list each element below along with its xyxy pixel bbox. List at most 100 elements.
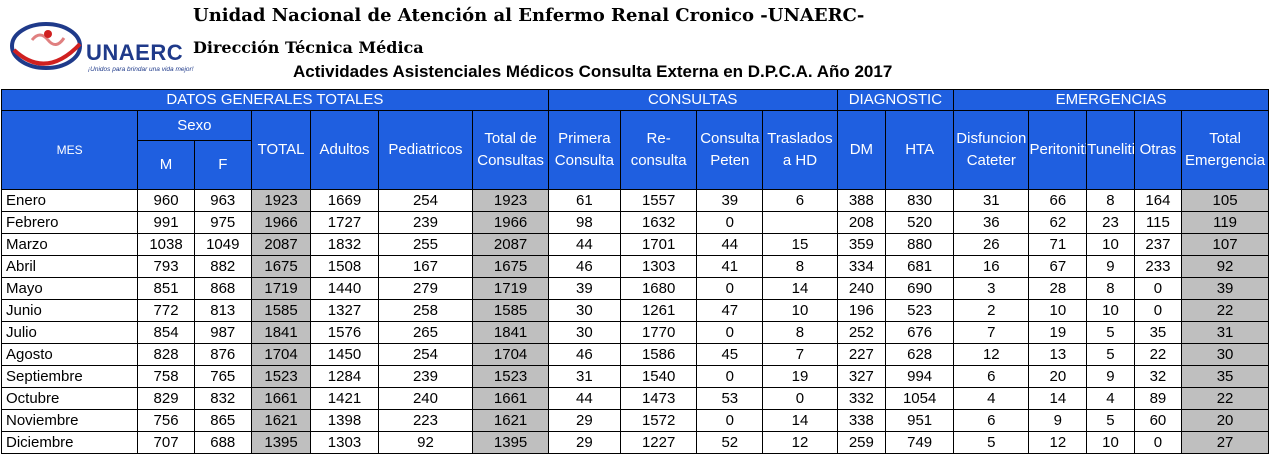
cell-pediatricos: 255 — [377, 233, 474, 256]
cell-adultos: 1284 — [310, 365, 379, 388]
cell-dm: 196 — [836, 299, 887, 322]
cell-pediatricos: 239 — [377, 211, 474, 234]
cell-f: 813 — [193, 299, 252, 322]
cell-peritonitis: 13 — [1028, 343, 1088, 366]
col-header-mes: MES — [0, 110, 139, 190]
cell-adultos: 1421 — [310, 387, 379, 410]
cell-mes: Junio — [0, 299, 139, 322]
cell-f: 688 — [193, 431, 252, 454]
cell-mes: Septiembre — [0, 365, 139, 388]
cell-dm: 388 — [836, 189, 887, 212]
cell-traslados: 8 — [762, 321, 838, 344]
cell-peten: 52 — [696, 431, 764, 454]
cell-tunelitis: 5 — [1086, 343, 1135, 366]
cell-peritonitis: 62 — [1028, 211, 1088, 234]
cell-reconsulta: 1540 — [619, 365, 698, 388]
cell-f: 868 — [193, 277, 252, 300]
cell-tunelitis: 5 — [1086, 409, 1135, 432]
cell-traslados: 12 — [762, 431, 838, 454]
cell-mes: Julio — [0, 321, 139, 344]
cell-tunelitis: 4 — [1086, 387, 1135, 410]
cell-traslados — [762, 211, 838, 234]
group-header-row: DATOS GENERALES TOTALES CONSULTAS DIAGNO… — [1, 89, 1269, 111]
cell-total: 1966 — [250, 211, 312, 234]
cell-peritonitis: 71 — [1028, 233, 1088, 256]
col-header-primera-consulta: Primera Consulta — [547, 110, 621, 190]
cell-total-consultas: 1966 — [472, 211, 549, 234]
cell-total-consultas: 1523 — [472, 365, 549, 388]
cell-total: 1585 — [250, 299, 312, 322]
cell-peten: 53 — [696, 387, 764, 410]
cell-dm: 338 — [836, 409, 887, 432]
cell-pediatricos: 223 — [377, 409, 474, 432]
cell-dm: 208 — [836, 211, 887, 234]
cell-primera: 46 — [547, 255, 621, 278]
cell-traslados: 0 — [762, 387, 838, 410]
cell-mes: Mayo — [0, 277, 139, 300]
cell-peten: 44 — [696, 233, 764, 256]
cell-pediatricos: 240 — [377, 387, 474, 410]
cell-total-emergencia: 30 — [1181, 343, 1269, 366]
table-body: Enero 960 963 1923 1669 254 1923 61 1557 39 6 388 83… — [0, 189, 1269, 454]
cell-otras: 164 — [1133, 189, 1183, 212]
cell-total-emergencia: 20 — [1181, 409, 1269, 432]
cell-total: 1395 — [250, 431, 312, 454]
cell-adultos: 1398 — [310, 409, 379, 432]
cell-total-consultas: 1841 — [472, 321, 549, 344]
cell-reconsulta: 1303 — [619, 255, 698, 278]
table-row: Julio 854 987 1841 1576 265 1841 30 1770 0 8 252 676… — [0, 321, 1269, 344]
cell-otras: 35 — [1133, 321, 1183, 344]
cell-adultos: 1576 — [310, 321, 379, 344]
cell-total: 1675 — [250, 255, 312, 278]
cell-otras: 233 — [1133, 255, 1183, 278]
col-header-pediatricos: Pediatricos — [377, 110, 474, 190]
cell-hta: 676 — [885, 321, 955, 344]
cell-m: 991 — [137, 211, 195, 234]
cell-total: 1841 — [250, 321, 312, 344]
group-consultas: CONSULTAS — [547, 89, 838, 111]
column-header-row: MES Sexo TOTAL Adultos Pediatricos Total… — [0, 110, 1269, 190]
cell-primera: 29 — [547, 409, 621, 432]
cell-total-emergencia: 105 — [1181, 189, 1269, 212]
logo-tagline: ¡Unidos para brindar una vida mejor! — [88, 66, 194, 73]
cell-peten: 47 — [696, 299, 764, 322]
cell-tunelitis: 8 — [1086, 277, 1135, 300]
cell-pediatricos: 279 — [377, 277, 474, 300]
cell-dm: 252 — [836, 321, 887, 344]
col-header-consulta-peten: Consulta Peten — [696, 110, 764, 190]
cell-traslados: 19 — [762, 365, 838, 388]
cell-otras: 22 — [1133, 343, 1183, 366]
cell-m: 1038 — [137, 233, 195, 256]
cell-disfuncion: 3 — [953, 277, 1030, 300]
cell-dm: 359 — [836, 233, 887, 256]
cell-total-consultas: 1719 — [472, 277, 549, 300]
cell-hta: 830 — [885, 189, 955, 212]
cell-tunelitis: 8 — [1086, 189, 1135, 212]
cell-traslados: 15 — [762, 233, 838, 256]
cell-reconsulta: 1557 — [619, 189, 698, 212]
cell-traslados: 6 — [762, 189, 838, 212]
cell-adultos: 1508 — [310, 255, 379, 278]
table-row: Mayo 851 868 1719 1440 279 1719 39 1680 0 14 240 690… — [0, 277, 1269, 300]
col-header-peritonitis: Peritonitis — [1028, 110, 1088, 190]
cell-peten: 0 — [696, 211, 764, 234]
cell-primera: 61 — [547, 189, 621, 212]
cell-otras: 0 — [1133, 299, 1183, 322]
table-row: Noviembre 756 865 1621 1398 223 1621 29 1572 0 14 3… — [0, 409, 1269, 432]
cell-total: 1523 — [250, 365, 312, 388]
cell-dm: 259 — [836, 431, 887, 454]
cell-otras: 115 — [1133, 211, 1183, 234]
cell-hta: 520 — [885, 211, 955, 234]
cell-peritonitis: 67 — [1028, 255, 1088, 278]
cell-f: 765 — [193, 365, 252, 388]
col-header-tunelitis: Tunelitis — [1086, 110, 1135, 190]
cell-total: 1923 — [250, 189, 312, 212]
cell-traslados: 14 — [762, 409, 838, 432]
cell-f: 963 — [193, 189, 252, 212]
col-header-disfuncion-cateter: Disfuncion Cateter — [953, 110, 1030, 190]
cell-m: 828 — [137, 343, 195, 366]
cell-tunelitis: 23 — [1086, 211, 1135, 234]
group-emergencias: EMERGENCIAS — [953, 89, 1269, 111]
table-row: Enero 960 963 1923 1669 254 1923 61 1557 39 6 388 83… — [0, 189, 1269, 212]
cell-tunelitis: 9 — [1086, 365, 1135, 388]
